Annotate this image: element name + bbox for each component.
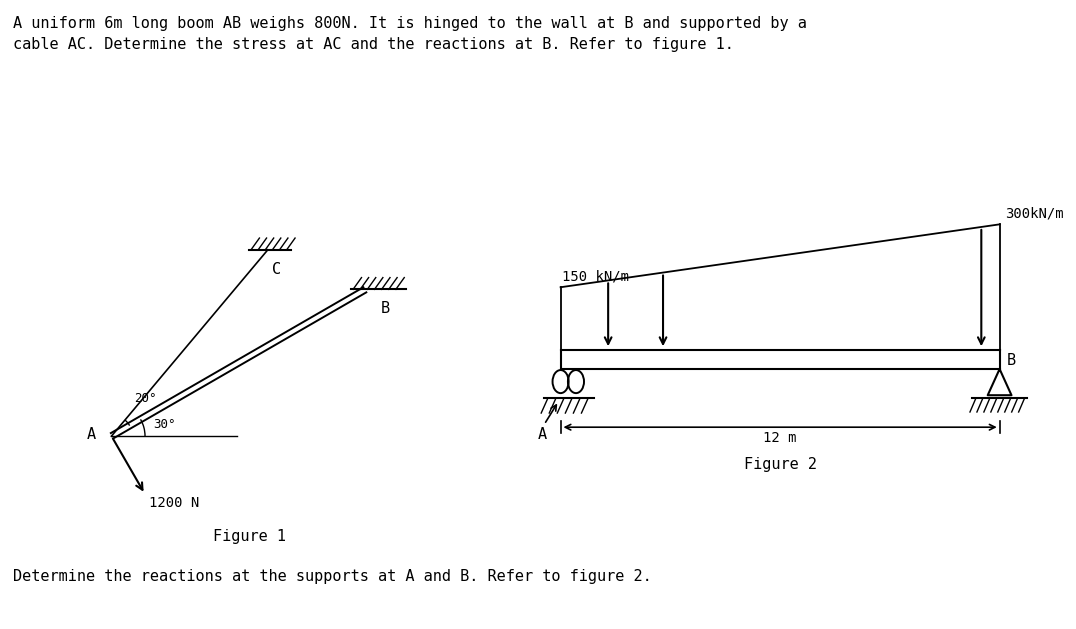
Text: 30°: 30° (154, 418, 175, 431)
Text: 300kN/m: 300kN/m (1005, 206, 1064, 220)
Text: Figure 1: Figure 1 (213, 529, 286, 544)
Text: Figure 2: Figure 2 (744, 457, 817, 472)
Text: 12 m: 12 m (763, 431, 797, 445)
Text: B: B (380, 301, 390, 316)
Text: C: C (272, 262, 281, 277)
Text: A: A (538, 427, 547, 442)
Text: 1200 N: 1200 N (150, 496, 199, 510)
Text: A: A (86, 426, 96, 442)
Text: A uniform 6m long boom AB weighs 800N. It is hinged to the wall at B and support: A uniform 6m long boom AB weighs 800N. I… (13, 16, 807, 52)
Text: 20°: 20° (134, 392, 157, 404)
Text: 150 kN/m: 150 kN/m (563, 269, 629, 283)
Text: B: B (1007, 353, 1016, 368)
Text: Determine the reactions at the supports at A and B. Refer to figure 2.: Determine the reactions at the supports … (13, 569, 652, 584)
